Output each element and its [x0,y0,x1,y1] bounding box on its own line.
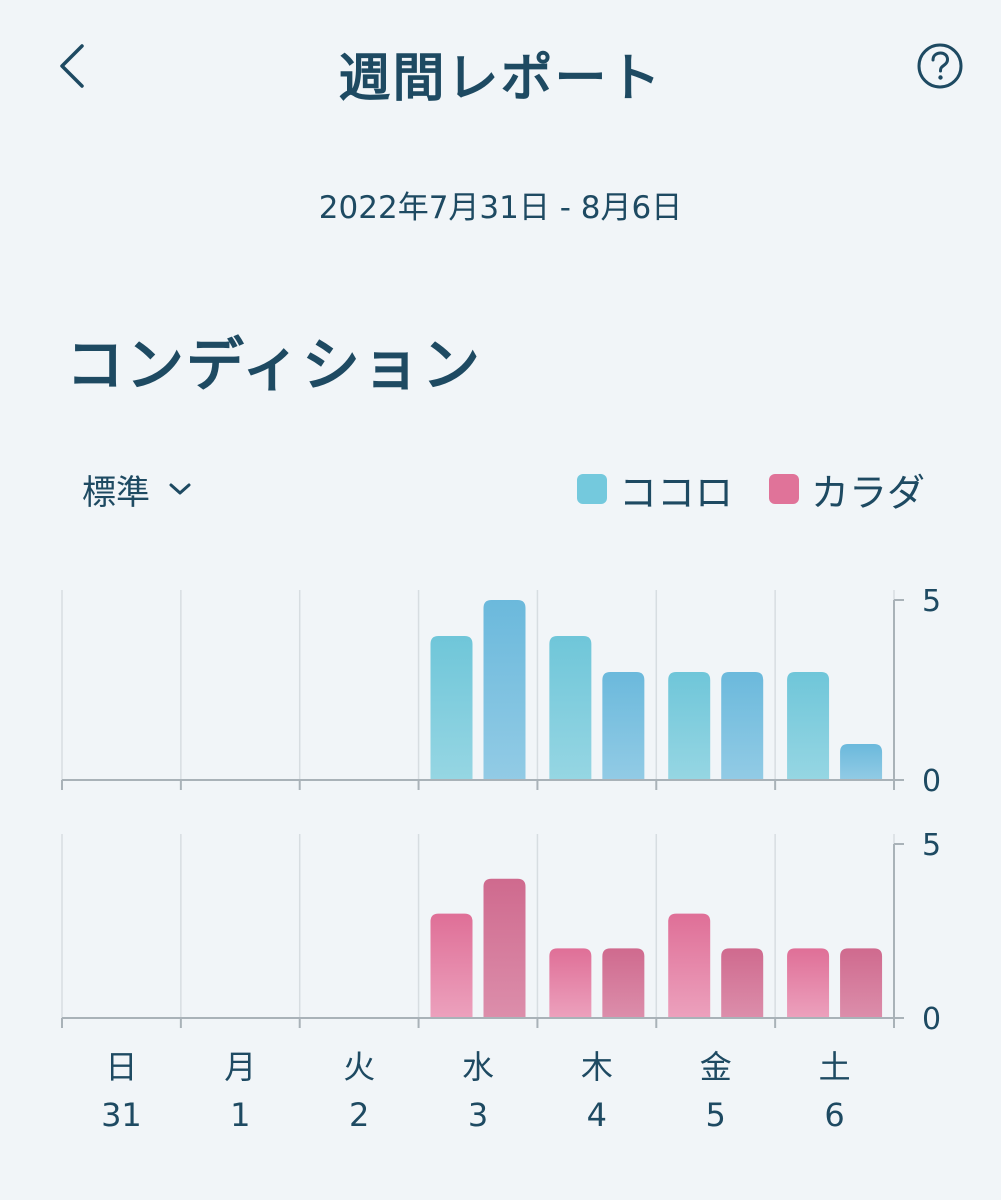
chart-panel-2: 05 [61,828,941,1037]
legend-label-karada: カラダ [810,470,925,515]
page-title: 週間レポート [338,49,663,109]
x-weekday-label: 火 [343,1048,375,1086]
y-tick-label: 5 [922,828,941,863]
x-weekday-label: 日 [105,1048,137,1086]
bar-カラダ-s2-金 [721,948,764,1018]
bar-ココロ-s2-木 [602,672,645,780]
chart-legend: ココロ カラダ [541,462,925,517]
x-date-label: 5 [706,1096,726,1134]
x-weekday-label: 水 [462,1048,494,1086]
x-weekday-label: 木 [581,1048,613,1086]
y-tick-label: 0 [922,764,941,799]
legend-item-karada: カラダ [768,462,925,517]
legend-swatch-kokoro [576,474,607,504]
bar-カラダ-s2-水 [483,878,526,1018]
bar-ココロ-s2-金 [721,672,764,780]
y-tick-label: 0 [922,1002,941,1037]
date-range: 2022年7月31日 - 8月6日 [318,190,683,226]
bar-ココロ-s1-木 [549,636,592,780]
bar-カラダ-s2-土 [840,948,883,1018]
header: 週間レポート [0,0,1001,130]
filter-selected-label: 標準 [82,472,150,513]
bar-カラダ-s1-木 [549,948,592,1018]
x-weekday-label: 土 [819,1048,851,1086]
chevron-left-icon [60,44,84,88]
bar-カラダ-s1-土 [787,948,830,1018]
bar-カラダ-s2-木 [602,948,645,1018]
bar-ココロ-s1-水 [430,636,473,780]
bar-ココロ-s2-土 [840,744,883,780]
back-button[interactable] [50,38,100,94]
x-date-label: 3 [468,1096,488,1134]
bar-ココロ-s1-土 [787,672,830,780]
x-date-label: 1 [230,1096,250,1134]
legend-label-kokoro: ココロ [618,470,733,515]
question-circle-icon [917,43,963,89]
x-date-label: 6 [824,1096,844,1134]
x-date-label: 31 [101,1096,142,1134]
bar-カラダ-s1-金 [668,913,711,1018]
x-weekday-label: 金 [700,1048,732,1086]
bar-ココロ-s1-金 [668,672,711,780]
x-date-label: 4 [587,1096,607,1134]
bar-カラダ-s1-水 [430,913,473,1018]
legend-item-kokoro: ココロ [576,462,733,517]
x-axis-labels: 日 31 月 1 火 2 水 3 木 4 金 5 土 6 [101,1048,851,1134]
help-button[interactable] [916,42,964,90]
bar-ココロ-s2-水 [483,600,526,780]
chart-panel-1: 05 [61,584,941,799]
x-weekday-label: 月 [224,1048,256,1086]
x-date-label: 2 [349,1096,369,1134]
legend-swatch-karada [768,474,799,504]
chevron-down-icon [169,483,191,495]
section-title: コンディション [66,331,482,399]
filter-dropdown[interactable]: 標準 [82,464,192,514]
y-tick-label: 5 [922,584,941,619]
